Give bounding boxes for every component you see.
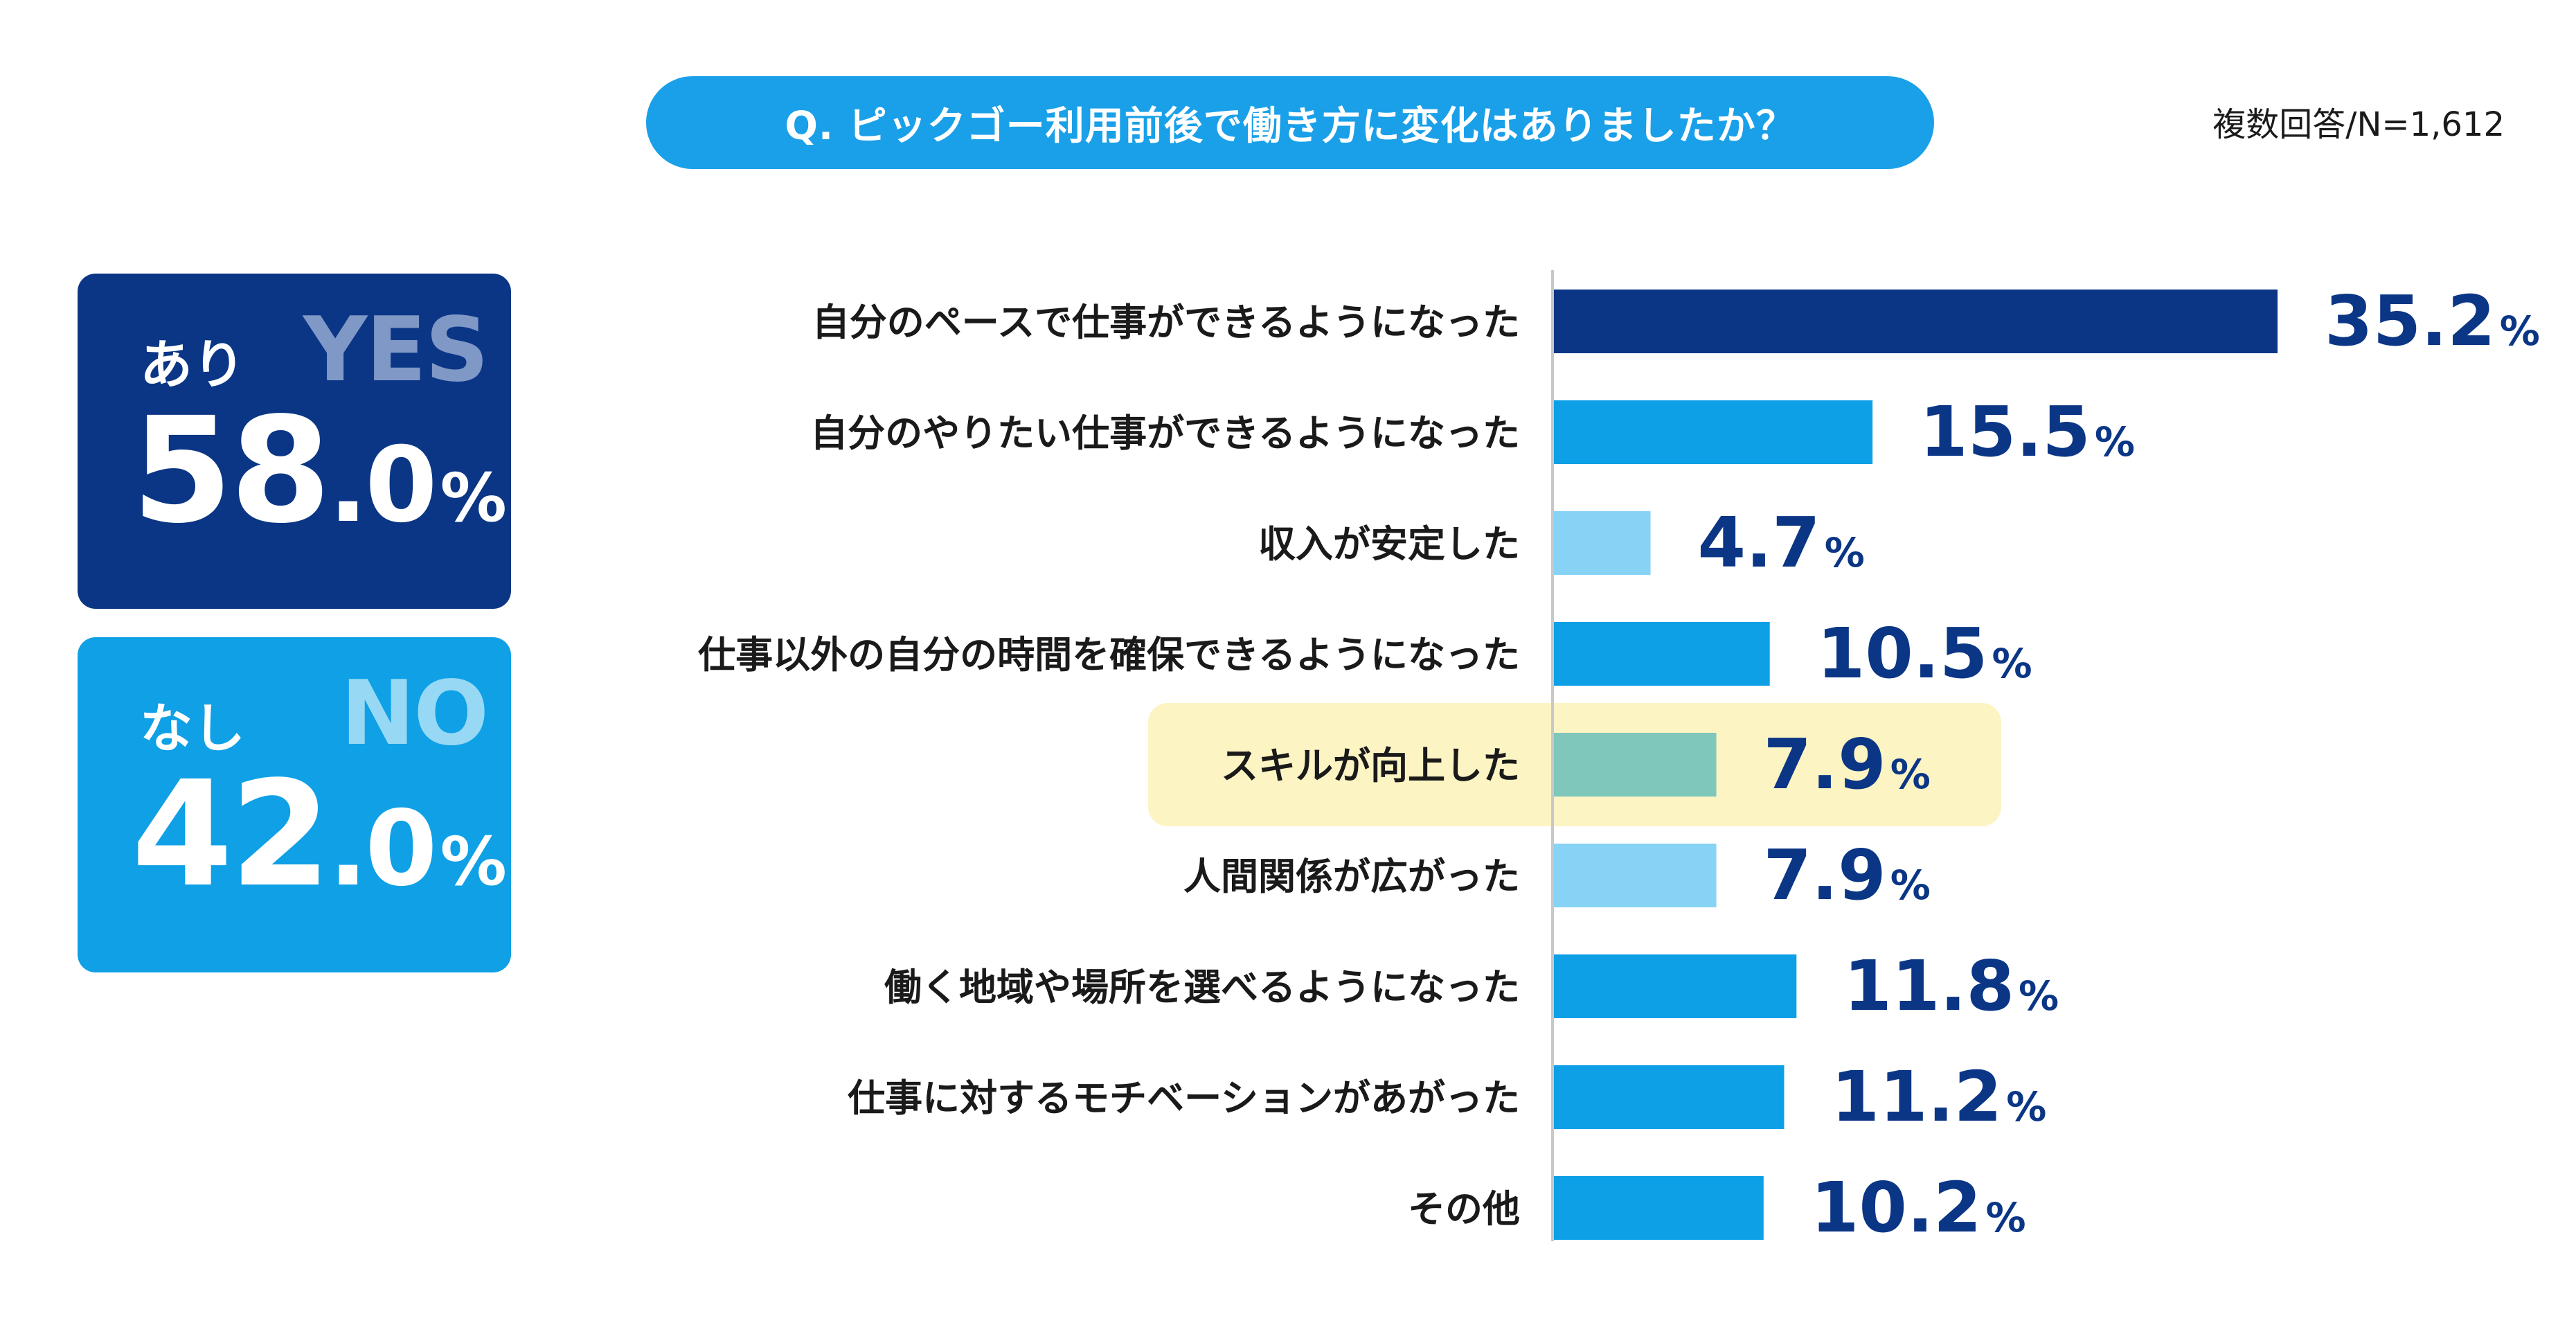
value-unit: % <box>1890 751 1931 798</box>
bar <box>1554 733 1717 797</box>
no-jp-label: なし <box>140 697 245 759</box>
no-en-label: NO <box>341 662 489 765</box>
category-label: 自分のやりたい仕事ができるようになった <box>810 411 1520 455</box>
value-unit: % <box>1890 862 1931 909</box>
value-unit: % <box>2019 972 2059 1020</box>
yes-jp-label: あり <box>140 334 245 395</box>
no-percentage-unit: % <box>440 823 507 900</box>
value-label: 7.9% <box>1764 835 1931 916</box>
category-label: 人間関係が広がった <box>1183 855 1520 898</box>
value-label: 15.5% <box>1920 391 2135 472</box>
question-banner: Q. ピックゴー利用前後で働き方に変化はありましたか？ <box>646 76 1934 169</box>
yes-percentage-unit: % <box>440 459 507 537</box>
value-unit: % <box>2500 308 2540 355</box>
no-percentage-integer: 42 <box>132 749 331 919</box>
sample-note: 複数回答/N=1,612 <box>2212 105 2505 144</box>
bar <box>1554 400 1873 464</box>
yes-summary-card: あり YES 58.0% <box>78 274 511 609</box>
category-label: 自分のペースで仕事ができるようになった <box>812 301 1520 344</box>
category-label: 収入が安定した <box>1258 522 1520 566</box>
value-label: 11.2% <box>1832 1056 2047 1137</box>
yes-en-label: YES <box>303 299 489 402</box>
yes-percentage-integer: 58 <box>132 386 331 555</box>
bar <box>1554 622 1770 686</box>
value-label: 11.8% <box>1843 945 2059 1026</box>
no-percentage-decimal: .0 <box>328 789 437 909</box>
bar <box>1554 1176 1764 1240</box>
bar <box>1554 1065 1785 1129</box>
no-percentage: 42.0% <box>132 762 507 909</box>
value-unit: % <box>2006 1083 2046 1130</box>
category-label: 仕事以外の自分の時間を確保できるようになった <box>698 633 1520 677</box>
value-label: 10.5% <box>1817 613 2032 694</box>
category-label: スキルが向上した <box>1221 744 1520 788</box>
bar <box>1554 954 1797 1018</box>
yes-percentage-decimal: .0 <box>328 425 437 546</box>
value-unit: % <box>1992 640 2032 687</box>
category-label: 仕事に対するモチベーションがあがった <box>848 1076 1520 1120</box>
value-label: 10.2% <box>1811 1167 2026 1248</box>
bar <box>1554 290 2278 353</box>
value-unit: % <box>2095 418 2135 465</box>
value-unit: % <box>1825 529 1865 576</box>
bar <box>1554 844 1717 907</box>
no-summary-card: なし NO 42.0% <box>78 637 511 972</box>
value-label: 35.2% <box>2325 281 2540 362</box>
bar <box>1554 511 1651 575</box>
yes-percentage: 58.0% <box>132 398 507 546</box>
value-unit: % <box>1986 1194 2026 1241</box>
category-label: その他 <box>1408 1187 1520 1231</box>
value-label: 4.7% <box>1698 502 1865 583</box>
category-label: 働く地域や場所を選べるようになった <box>884 966 1520 1009</box>
